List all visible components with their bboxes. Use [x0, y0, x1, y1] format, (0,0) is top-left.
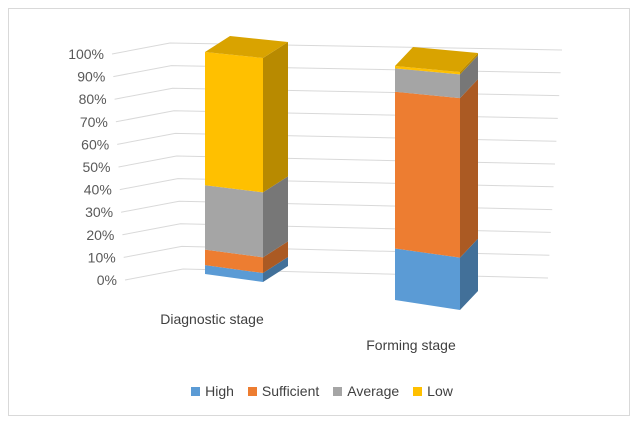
y-tick-label: 90% — [77, 69, 105, 85]
bar-segment-side — [460, 79, 478, 258]
legend-label: Sufficient — [261, 383, 320, 399]
bar-top-face — [205, 36, 288, 58]
legend-swatch — [413, 386, 423, 396]
category-label: Diagnostic stage — [160, 311, 264, 327]
bar-segment-side — [460, 238, 478, 310]
gridline — [111, 42, 563, 55]
legend-label: Average — [347, 383, 400, 399]
bar-segment-side — [263, 241, 288, 274]
legend-item: High — [191, 383, 234, 399]
legend-swatch — [247, 386, 257, 396]
legend-label: Low — [427, 383, 453, 399]
gridline — [114, 87, 560, 100]
legend-label: High — [205, 383, 234, 399]
gridline — [119, 178, 554, 191]
bars — [205, 36, 478, 310]
legend-item: Sufficient — [247, 383, 320, 399]
gridline — [117, 132, 557, 145]
gridlines — [111, 42, 563, 281]
bar-segment-side — [460, 55, 478, 99]
bar-segment-side — [263, 42, 288, 193]
category-label: Forming stage — [366, 337, 456, 353]
legend-item: Low — [413, 383, 453, 399]
y-tick-label: 60% — [81, 136, 109, 152]
legend-swatch — [191, 386, 201, 396]
bar-segment-side — [263, 176, 288, 258]
bar-segment-front — [395, 68, 460, 99]
legend-swatch — [333, 386, 343, 396]
bar-segment-side — [460, 53, 478, 75]
y-tick-label: 10% — [88, 249, 116, 265]
y-tick-label: 50% — [82, 159, 110, 175]
y-tick-label: 100% — [68, 46, 104, 62]
gridline — [121, 200, 553, 213]
bar-segment-front — [205, 265, 263, 282]
gridline — [124, 268, 549, 281]
y-tick-label: 20% — [86, 227, 114, 243]
y-axis-ticks: 0% 10% 20% 30% 40% 50% 60% 70% 80% 90% 100% — [68, 46, 117, 288]
bar-segment-front — [205, 185, 263, 258]
gridline — [113, 65, 561, 78]
bar-segment-front — [395, 66, 460, 75]
bar-top-face — [395, 47, 478, 72]
bar-segment-front — [395, 248, 460, 310]
y-tick-label: 30% — [85, 204, 113, 220]
bar-segment-front — [205, 52, 263, 193]
gridline — [122, 223, 551, 236]
legend: High Sufficient Average Low — [0, 383, 644, 399]
gridline — [118, 155, 556, 168]
y-tick-label: 40% — [84, 182, 112, 198]
y-tick-label: 80% — [79, 91, 107, 107]
gridline — [123, 245, 550, 258]
bar-segment-front — [205, 249, 263, 274]
y-tick-label: 70% — [80, 114, 108, 130]
category-labels: Diagnostic stage Forming stage — [160, 311, 456, 353]
y-tick-label: 0% — [97, 272, 117, 288]
gridline — [115, 110, 558, 123]
bar-segment-side — [263, 257, 288, 282]
legend-item: Average — [333, 383, 399, 399]
chart-frame — [8, 8, 630, 416]
bar-segment-front — [395, 91, 460, 258]
